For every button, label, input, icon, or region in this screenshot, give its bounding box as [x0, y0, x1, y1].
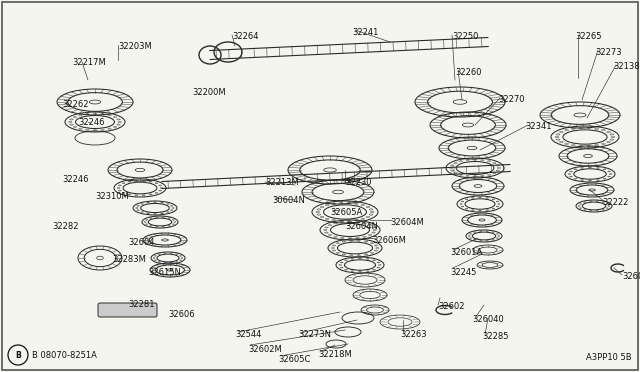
- FancyBboxPatch shape: [98, 303, 157, 317]
- Text: 30604N: 30604N: [272, 196, 305, 205]
- Text: 32606: 32606: [168, 310, 195, 319]
- Text: 32341: 32341: [525, 122, 552, 131]
- Text: 32222: 32222: [602, 198, 628, 207]
- Text: 32262: 32262: [62, 100, 88, 109]
- Text: A3PP10 5B: A3PP10 5B: [586, 353, 632, 362]
- Text: 32605A: 32605A: [330, 208, 362, 217]
- Text: 32602M: 32602M: [248, 345, 282, 354]
- Text: 32605C: 32605C: [278, 355, 310, 364]
- Text: B 08070-8251A: B 08070-8251A: [32, 350, 97, 359]
- Text: 32273: 32273: [595, 48, 621, 57]
- Text: B: B: [15, 350, 21, 359]
- Text: 32245: 32245: [450, 268, 476, 277]
- Text: 32273N: 32273N: [298, 330, 331, 339]
- Text: 32265: 32265: [575, 32, 602, 41]
- Text: 32604M: 32604M: [390, 218, 424, 227]
- Text: 32601A: 32601A: [450, 248, 483, 257]
- Text: 32250: 32250: [452, 32, 478, 41]
- Text: 32285: 32285: [482, 332, 509, 341]
- Text: 32218M: 32218M: [318, 350, 352, 359]
- Text: 32602N: 32602N: [622, 272, 640, 281]
- Text: 32230: 32230: [345, 178, 371, 187]
- Text: 32606M: 32606M: [372, 236, 406, 245]
- Text: 32264: 32264: [232, 32, 259, 41]
- Text: 32283M: 32283M: [112, 255, 146, 264]
- Text: 32217M: 32217M: [72, 58, 106, 67]
- Text: 32246: 32246: [78, 118, 104, 127]
- Text: 32138N: 32138N: [613, 62, 640, 71]
- Text: 32544: 32544: [235, 330, 261, 339]
- Text: 32310M: 32310M: [95, 192, 129, 201]
- Text: 32260: 32260: [455, 68, 481, 77]
- Text: 32615N: 32615N: [148, 268, 181, 277]
- Text: 32241: 32241: [352, 28, 378, 37]
- Text: 32604: 32604: [128, 238, 154, 247]
- Text: 326040: 326040: [472, 315, 504, 324]
- Text: 32246: 32246: [62, 175, 88, 184]
- Text: 32200M: 32200M: [192, 88, 226, 97]
- Text: 32270: 32270: [498, 95, 525, 104]
- Text: 32602: 32602: [438, 302, 465, 311]
- Text: 32263: 32263: [400, 330, 427, 339]
- Text: 32282: 32282: [52, 222, 79, 231]
- Text: 32213M: 32213M: [265, 178, 299, 187]
- Text: 32203M: 32203M: [118, 42, 152, 51]
- Text: 32604N: 32604N: [345, 222, 378, 231]
- Text: 32281: 32281: [128, 300, 154, 309]
